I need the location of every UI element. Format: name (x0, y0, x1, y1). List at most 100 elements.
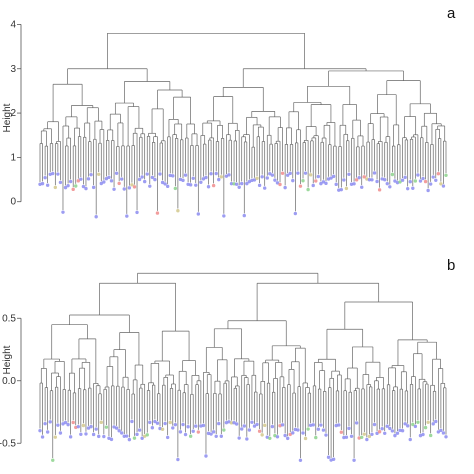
leaf-node (122, 187, 126, 191)
leaf-node (219, 175, 223, 179)
leaf-node (380, 177, 384, 181)
leaf-node (273, 178, 277, 182)
leaf-node (206, 431, 211, 436)
leaf-node (142, 179, 147, 184)
leaf-node (444, 435, 448, 439)
y-tick-label: 4 (10, 19, 16, 30)
leaf-node (84, 186, 88, 191)
leaf-node (436, 172, 441, 176)
leaf-node (293, 427, 298, 432)
leaf-node (383, 431, 387, 436)
leaf-node (234, 182, 239, 186)
leaf-node (206, 185, 211, 189)
leaf-node (91, 185, 96, 190)
leaf-node (306, 427, 310, 431)
leaf-node (342, 435, 346, 440)
leaf-node (63, 185, 68, 190)
leaf-node (71, 420, 75, 425)
leaf-node (214, 434, 218, 438)
leaf-node (186, 182, 190, 186)
leaf-node (148, 420, 152, 425)
leaf-node (257, 183, 262, 188)
leaf-node (357, 175, 361, 180)
leaf-node (137, 177, 142, 182)
leaf-node (81, 423, 86, 428)
leaf-node (357, 436, 361, 440)
leaf-node (186, 425, 190, 429)
leaf-node (237, 436, 241, 440)
leaf-node (301, 431, 305, 435)
leaf-node (217, 421, 221, 426)
leaf-node (224, 174, 229, 178)
leaf-node (400, 178, 405, 182)
leaf-node (199, 424, 203, 428)
leaf-node (245, 181, 249, 186)
y-tick-label: 0.5 (2, 313, 16, 324)
leaf-node (245, 437, 249, 441)
leaf-node (314, 179, 318, 183)
leaf-node (283, 433, 287, 438)
leaf-node (45, 183, 50, 187)
leaf-node (211, 430, 216, 434)
leaf-node (365, 437, 369, 442)
leaf-node (130, 183, 134, 187)
leaf-node (354, 421, 359, 425)
leaf-node (360, 435, 364, 439)
panel-label-a: a (447, 5, 456, 22)
leaf-node (48, 172, 52, 177)
leaf-node (293, 211, 298, 216)
leaf-node (43, 421, 47, 426)
leaf-node (99, 420, 103, 425)
leaf-node (232, 182, 236, 186)
leaf-node (439, 182, 443, 186)
leaf-node (171, 426, 175, 430)
leaf-node (362, 432, 366, 436)
leaf-node (306, 187, 310, 192)
leaf-node (196, 430, 201, 434)
leaf-node (298, 184, 303, 188)
leaf-node (398, 180, 402, 184)
dendrogram-panel-b: b Height -0.5 0.0 0.5 (0, 257, 455, 462)
leaf-node (53, 435, 58, 439)
leaf-node (38, 182, 42, 186)
leaf-node (316, 174, 321, 179)
leaf-node (434, 419, 438, 424)
leaf-node (132, 185, 137, 189)
y-tick-label: -0.5 (0, 438, 16, 449)
leaf-node (76, 179, 81, 183)
leaf-node (107, 175, 111, 180)
leaf-node (114, 426, 119, 430)
leaf-node (423, 425, 428, 430)
leaf-node (204, 454, 208, 458)
y-tick-label: 0.0 (2, 376, 16, 387)
leaf-node (337, 188, 341, 192)
leaf-node (168, 173, 172, 178)
leaf-node (324, 433, 328, 437)
leaf-node (418, 179, 423, 183)
leaf-node (337, 423, 341, 427)
leaf-node (45, 430, 50, 434)
leaf-node (270, 424, 275, 429)
leaf-node (222, 214, 226, 218)
leaf-node (66, 422, 70, 427)
leaf-node (342, 178, 346, 182)
leaf-node (68, 179, 73, 184)
leaf-node (308, 423, 313, 427)
leaf-node (319, 181, 323, 186)
leaf-node (311, 183, 315, 188)
leaf-node (408, 437, 412, 442)
leaf-node (331, 174, 336, 179)
leaf-node (395, 431, 400, 435)
leaf-node (211, 183, 216, 188)
leaf-node (135, 432, 139, 437)
leaf-node (240, 181, 244, 186)
leaf-node (104, 425, 109, 429)
leaf-node (439, 428, 443, 433)
leaf-node (411, 186, 415, 190)
leaf-node (405, 186, 410, 191)
leaf-node (388, 185, 392, 189)
leaf-node (74, 184, 78, 188)
leaf-node (441, 431, 446, 435)
leaf-node (56, 423, 60, 427)
leaf-node (153, 419, 157, 424)
